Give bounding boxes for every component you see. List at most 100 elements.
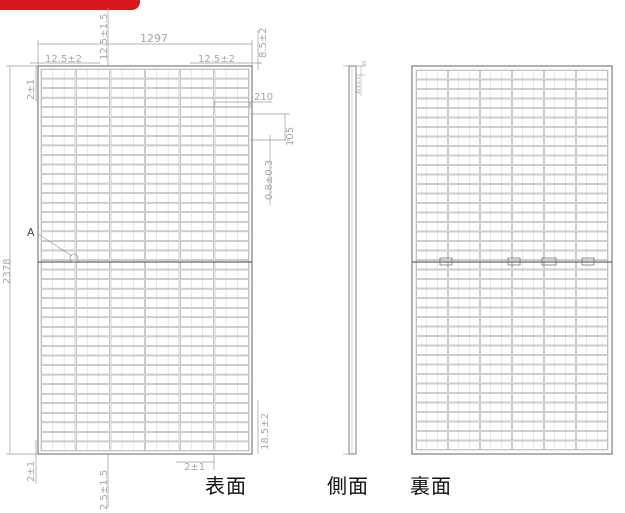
front-cell xyxy=(214,260,249,270)
front-cell xyxy=(214,413,249,423)
back-cell xyxy=(416,250,448,260)
back-cell xyxy=(448,402,480,412)
back-cell xyxy=(512,108,544,118)
back-cell xyxy=(544,146,576,156)
back-cell xyxy=(576,317,608,327)
front-cell xyxy=(41,355,76,365)
back-cell xyxy=(576,117,608,127)
back-cell xyxy=(416,222,448,232)
back-cell xyxy=(544,117,576,127)
front-cell xyxy=(110,97,145,107)
back-cell xyxy=(480,402,512,412)
junction-box-left xyxy=(439,257,453,266)
front-cell xyxy=(214,183,249,193)
front-cell xyxy=(180,183,214,193)
front-cell xyxy=(145,117,180,127)
front-cell xyxy=(180,279,214,289)
back-cell xyxy=(448,117,480,127)
back-cell xyxy=(448,431,480,441)
front-cell xyxy=(41,117,76,127)
front-cell xyxy=(145,336,180,346)
front-cell xyxy=(110,183,145,193)
back-cell xyxy=(448,174,480,184)
back-cell xyxy=(416,136,448,146)
bottom-left-dimension: 2±1 xyxy=(26,461,37,482)
back-cell xyxy=(416,336,448,346)
front-cell xyxy=(41,327,76,337)
back-cell xyxy=(448,231,480,241)
back-cell xyxy=(448,336,480,346)
front-cell xyxy=(110,222,145,232)
front-cell xyxy=(76,107,110,117)
back-cell xyxy=(448,250,480,260)
back-cell xyxy=(544,127,576,137)
front-cell xyxy=(145,231,180,241)
front-cell xyxy=(76,432,110,442)
front-cell xyxy=(214,155,249,165)
back-cell xyxy=(576,231,608,241)
back-cell xyxy=(576,383,608,393)
front-cell xyxy=(41,164,76,174)
front-cell xyxy=(41,202,76,212)
front-cell xyxy=(214,250,249,260)
back-cell xyxy=(416,288,448,298)
back-cell xyxy=(480,279,512,289)
back-cell xyxy=(512,203,544,213)
front-cell xyxy=(214,327,249,337)
front-cell xyxy=(145,241,180,251)
front-cell xyxy=(76,222,110,232)
back-cell xyxy=(416,146,448,156)
front-cell xyxy=(110,336,145,346)
back-cell xyxy=(512,231,544,241)
back-cell xyxy=(512,298,544,308)
side-frame-small-dimension: 30±0.5 xyxy=(356,76,362,95)
front-cell xyxy=(214,88,249,98)
front-cell xyxy=(41,393,76,404)
back-cell xyxy=(544,336,576,346)
front-cell xyxy=(180,155,214,165)
back-cell xyxy=(576,402,608,412)
front-cell xyxy=(145,260,180,270)
back-cell xyxy=(416,402,448,412)
back-cell xyxy=(480,136,512,146)
front-cell xyxy=(145,365,180,375)
back-cell xyxy=(544,393,576,403)
front-cell xyxy=(180,384,214,394)
front-cell xyxy=(110,327,145,337)
back-cell xyxy=(512,117,544,127)
back-cell xyxy=(480,108,512,118)
back-cell xyxy=(448,307,480,317)
front-cell xyxy=(145,384,180,394)
front-cell xyxy=(180,88,214,98)
back-cell xyxy=(448,269,480,279)
back-cell xyxy=(480,117,512,127)
back-cell xyxy=(448,165,480,175)
back-cell xyxy=(448,146,480,156)
front-cell xyxy=(76,365,110,375)
back-cell xyxy=(544,250,576,260)
front-cell xyxy=(214,117,249,127)
back-cell xyxy=(480,193,512,203)
front-cell xyxy=(180,288,214,298)
back-cell xyxy=(576,412,608,422)
back-cell xyxy=(512,174,544,184)
back-cell xyxy=(576,364,608,374)
front-dimension-lines xyxy=(6,8,290,508)
front-cell xyxy=(41,403,76,413)
back-cell xyxy=(416,98,448,108)
front-cell xyxy=(214,317,249,327)
front-cell xyxy=(76,374,110,384)
front-cell xyxy=(41,422,76,432)
back-cell xyxy=(544,364,576,374)
front-cell xyxy=(214,403,249,413)
back-cell xyxy=(544,402,576,412)
front-cell xyxy=(41,346,76,356)
back-cell xyxy=(544,98,576,108)
front-cell xyxy=(41,222,76,232)
back-cell xyxy=(448,393,480,403)
front-cell xyxy=(110,250,145,260)
back-cell xyxy=(480,374,512,384)
front-cell xyxy=(145,422,180,432)
front-cell xyxy=(41,136,76,146)
front-cell xyxy=(110,432,145,442)
